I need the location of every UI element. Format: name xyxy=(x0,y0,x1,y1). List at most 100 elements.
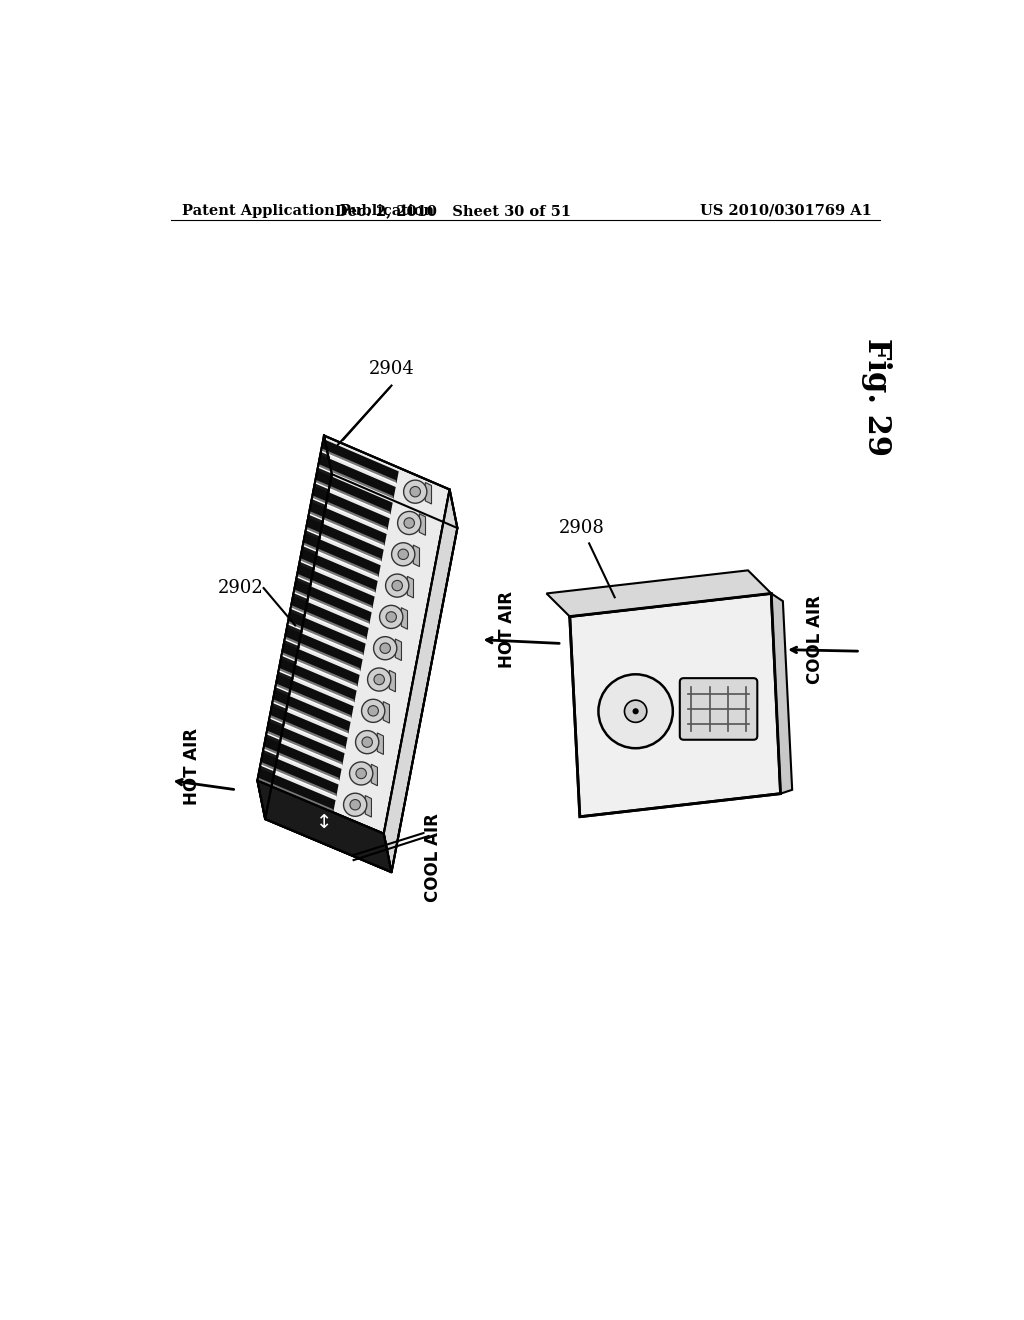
Ellipse shape xyxy=(380,643,390,653)
Polygon shape xyxy=(293,589,370,624)
Polygon shape xyxy=(322,440,398,483)
Ellipse shape xyxy=(374,636,397,660)
Polygon shape xyxy=(308,511,384,546)
Polygon shape xyxy=(257,780,391,873)
Polygon shape xyxy=(285,627,362,672)
Polygon shape xyxy=(321,447,396,483)
Polygon shape xyxy=(401,607,408,630)
Polygon shape xyxy=(306,517,384,562)
Polygon shape xyxy=(315,470,393,515)
Text: HOT AIR: HOT AIR xyxy=(182,729,201,805)
Polygon shape xyxy=(314,479,390,515)
Polygon shape xyxy=(302,543,378,578)
Circle shape xyxy=(625,700,647,722)
Text: HOT AIR: HOT AIR xyxy=(498,591,516,668)
Polygon shape xyxy=(281,652,357,688)
Polygon shape xyxy=(305,527,381,562)
Ellipse shape xyxy=(355,730,379,754)
Ellipse shape xyxy=(397,511,421,535)
Polygon shape xyxy=(419,513,426,536)
Polygon shape xyxy=(272,690,350,734)
Polygon shape xyxy=(414,545,420,566)
Polygon shape xyxy=(291,595,369,640)
Ellipse shape xyxy=(404,517,415,528)
Ellipse shape xyxy=(343,793,367,816)
Ellipse shape xyxy=(386,611,396,622)
Text: Fig. 29: Fig. 29 xyxy=(861,338,892,457)
Text: ↕: ↕ xyxy=(315,813,332,832)
Polygon shape xyxy=(257,436,450,834)
Ellipse shape xyxy=(386,574,409,597)
Polygon shape xyxy=(395,639,401,660)
Polygon shape xyxy=(279,659,356,702)
Polygon shape xyxy=(257,436,332,818)
Polygon shape xyxy=(300,549,378,593)
Polygon shape xyxy=(312,486,390,531)
Polygon shape xyxy=(266,730,342,766)
Text: 2902: 2902 xyxy=(218,579,263,597)
Ellipse shape xyxy=(356,768,367,779)
Polygon shape xyxy=(282,643,359,688)
Polygon shape xyxy=(771,594,793,793)
FancyBboxPatch shape xyxy=(680,678,758,739)
Polygon shape xyxy=(257,768,336,812)
Polygon shape xyxy=(260,752,339,797)
Polygon shape xyxy=(299,557,376,593)
Ellipse shape xyxy=(361,737,373,747)
Text: 2904: 2904 xyxy=(369,360,415,378)
Text: Patent Application Publication: Patent Application Publication xyxy=(182,203,434,218)
Polygon shape xyxy=(389,671,395,692)
Polygon shape xyxy=(408,577,414,598)
Polygon shape xyxy=(263,737,342,781)
Polygon shape xyxy=(311,495,387,531)
Polygon shape xyxy=(263,746,339,781)
Polygon shape xyxy=(303,533,381,578)
Polygon shape xyxy=(296,573,373,609)
Ellipse shape xyxy=(368,668,391,692)
Polygon shape xyxy=(275,675,353,718)
Polygon shape xyxy=(294,581,372,624)
Polygon shape xyxy=(275,682,351,718)
Text: COOL AIR: COOL AIR xyxy=(806,595,823,684)
Ellipse shape xyxy=(410,487,421,496)
Polygon shape xyxy=(425,482,431,504)
Polygon shape xyxy=(257,780,391,873)
Ellipse shape xyxy=(350,800,360,810)
Ellipse shape xyxy=(349,762,373,785)
Polygon shape xyxy=(547,570,771,616)
Polygon shape xyxy=(284,636,360,672)
Polygon shape xyxy=(317,463,393,499)
Polygon shape xyxy=(287,620,364,656)
Text: 2908: 2908 xyxy=(558,519,604,537)
Polygon shape xyxy=(269,706,347,750)
Polygon shape xyxy=(257,777,333,812)
Polygon shape xyxy=(377,733,383,755)
Polygon shape xyxy=(260,762,336,797)
Polygon shape xyxy=(383,702,389,723)
Circle shape xyxy=(598,675,673,748)
Polygon shape xyxy=(290,605,367,640)
Ellipse shape xyxy=(380,606,402,628)
Text: COOL AIR: COOL AIR xyxy=(424,813,441,902)
Circle shape xyxy=(633,708,639,714)
Ellipse shape xyxy=(403,480,427,503)
Polygon shape xyxy=(318,454,395,499)
Ellipse shape xyxy=(361,700,385,722)
Text: Dec. 2, 2010   Sheet 30 of 51: Dec. 2, 2010 Sheet 30 of 51 xyxy=(336,203,571,218)
Polygon shape xyxy=(309,502,387,546)
Polygon shape xyxy=(372,764,378,785)
Polygon shape xyxy=(269,714,345,750)
Ellipse shape xyxy=(398,549,409,560)
Polygon shape xyxy=(569,594,780,817)
Polygon shape xyxy=(266,721,345,766)
Polygon shape xyxy=(279,668,354,702)
Ellipse shape xyxy=(392,581,402,591)
Polygon shape xyxy=(366,796,372,817)
Polygon shape xyxy=(272,698,348,734)
Text: US 2010/0301769 A1: US 2010/0301769 A1 xyxy=(700,203,872,218)
Polygon shape xyxy=(384,490,458,873)
Polygon shape xyxy=(297,565,375,609)
Ellipse shape xyxy=(368,706,379,715)
Ellipse shape xyxy=(391,543,415,566)
Ellipse shape xyxy=(374,675,384,685)
